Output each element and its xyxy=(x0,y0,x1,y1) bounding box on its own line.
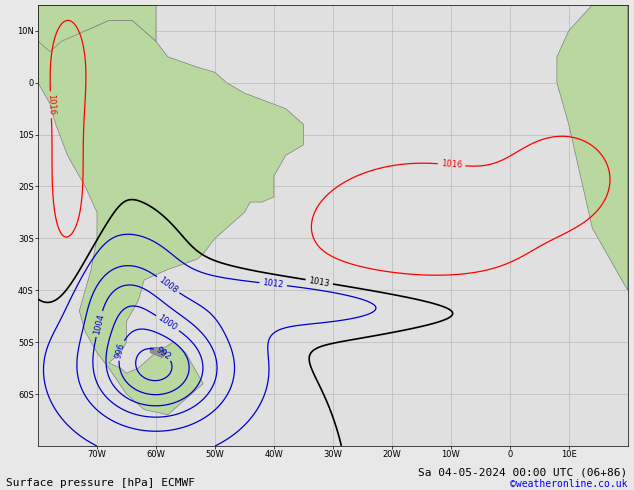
Polygon shape xyxy=(38,5,156,51)
Polygon shape xyxy=(150,347,168,358)
Text: 996: 996 xyxy=(114,342,127,359)
Polygon shape xyxy=(557,5,628,290)
Text: 1008: 1008 xyxy=(157,275,179,294)
Text: 1016: 1016 xyxy=(441,159,462,170)
Text: Surface pressure [hPa] ECMWF: Surface pressure [hPa] ECMWF xyxy=(6,478,195,488)
Text: Sa 04-05-2024 00:00 UTC (06+86): Sa 04-05-2024 00:00 UTC (06+86) xyxy=(418,468,628,478)
Text: 1016: 1016 xyxy=(46,94,56,116)
Text: 1000: 1000 xyxy=(157,314,179,333)
Text: 992: 992 xyxy=(155,345,172,361)
Text: ©weatheronline.co.uk: ©weatheronline.co.uk xyxy=(510,479,628,489)
Polygon shape xyxy=(38,5,304,415)
Text: 1012: 1012 xyxy=(262,278,284,290)
Text: 1004: 1004 xyxy=(93,313,106,335)
Text: 1013: 1013 xyxy=(308,276,330,288)
